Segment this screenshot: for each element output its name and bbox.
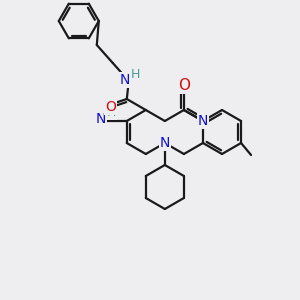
Text: N: N bbox=[160, 136, 170, 150]
Text: N: N bbox=[120, 73, 130, 87]
Text: N: N bbox=[95, 112, 106, 126]
Text: O: O bbox=[105, 100, 116, 114]
Text: H: H bbox=[107, 106, 116, 118]
Text: H: H bbox=[131, 68, 140, 80]
Text: N: N bbox=[198, 114, 208, 128]
Text: O: O bbox=[178, 77, 190, 92]
